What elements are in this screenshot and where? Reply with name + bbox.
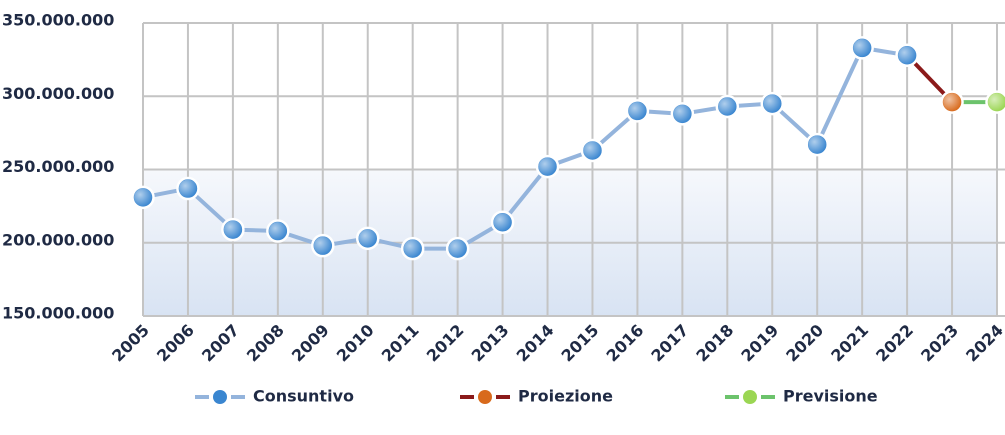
x-tick-label: 2014 — [513, 321, 558, 366]
x-tick-label: 2006 — [153, 321, 198, 366]
marker-shine — [763, 94, 782, 113]
x-tick-label: 2015 — [558, 321, 603, 366]
marker-shine — [538, 157, 557, 176]
x-tick-label: 2011 — [378, 321, 423, 366]
x-tick-label: 2024 — [962, 321, 1005, 366]
marker-shine — [178, 179, 197, 198]
x-tick-label: 2012 — [423, 321, 468, 366]
marker-shine — [313, 236, 332, 255]
y-tick-label: 200.000.000 — [2, 230, 114, 249]
legend-label: Proiezione — [518, 387, 613, 406]
x-tick-label: 2023 — [917, 321, 962, 366]
marker-shine — [943, 93, 962, 112]
marker-shine — [403, 239, 422, 258]
legend-marker — [213, 390, 227, 404]
x-tick-label: 2022 — [872, 321, 917, 366]
marker-shine — [358, 229, 377, 248]
marker-shine — [134, 188, 152, 207]
y-tick-label: 300.000.000 — [2, 84, 114, 103]
marker-shine — [718, 97, 737, 116]
y-tick-label: 250.000.000 — [2, 157, 114, 176]
marker-shine — [628, 101, 647, 120]
marker-shine — [448, 239, 467, 258]
marker-shine — [898, 46, 917, 65]
x-tick-label: 2017 — [647, 321, 692, 366]
x-tick-label: 2018 — [692, 321, 737, 366]
legend-marker — [478, 390, 492, 404]
marker-shine — [493, 213, 512, 232]
legend-label: Previsione — [783, 387, 878, 406]
x-tick-label: 2019 — [737, 321, 782, 366]
x-tick-label: 2021 — [827, 321, 872, 366]
marker-shine — [268, 222, 287, 241]
x-tick-label: 2010 — [333, 321, 378, 366]
x-tick-label: 2009 — [288, 321, 333, 366]
legend-marker — [743, 390, 757, 404]
x-tick-label: 2008 — [243, 321, 288, 366]
x-tick-label: 2016 — [603, 321, 648, 366]
x-tick-label: 2007 — [198, 321, 243, 366]
marker-shine — [673, 104, 692, 123]
x-tick-label: 2020 — [782, 321, 827, 366]
marker-shine — [988, 93, 1005, 112]
x-tick-label: 2013 — [468, 321, 513, 366]
marker-shine — [808, 135, 827, 154]
y-tick-label: 350.000.000 — [2, 11, 114, 30]
marker-shine — [223, 220, 242, 239]
legend-label: Consuntivo — [253, 387, 354, 406]
marker-shine — [583, 141, 602, 160]
x-tick-label: 2005 — [108, 321, 153, 366]
y-tick-label: 150.000.000 — [2, 304, 114, 323]
marker-shine — [853, 38, 872, 57]
